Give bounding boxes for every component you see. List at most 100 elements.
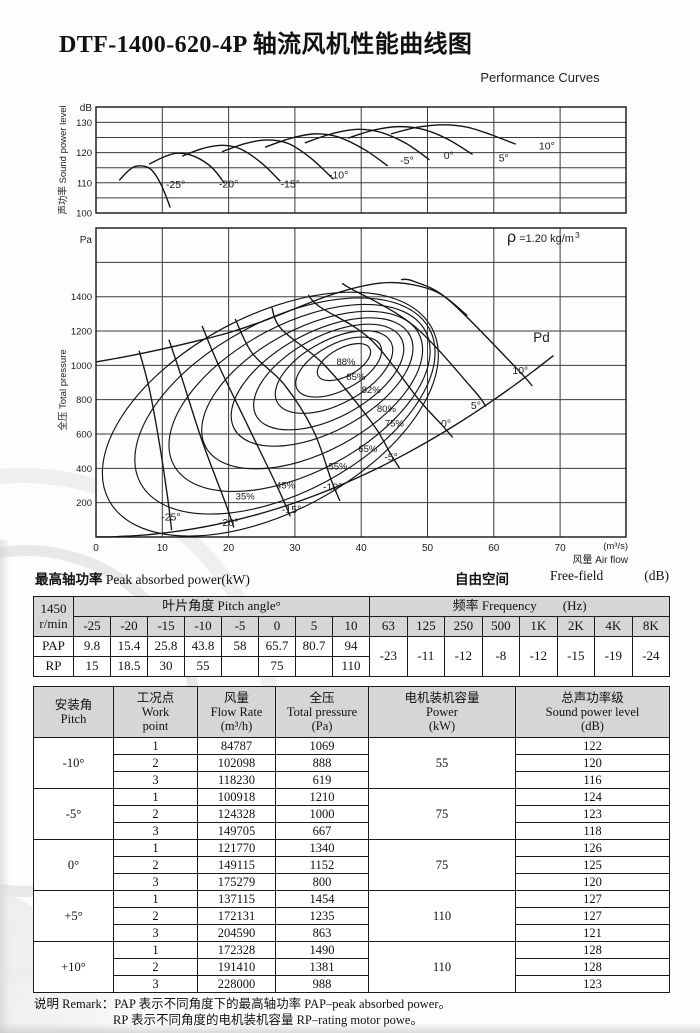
pap-value: 9.8 bbox=[73, 636, 111, 657]
frequency-value: 125 bbox=[406, 616, 446, 637]
sound-curve-label: -5° bbox=[400, 155, 414, 167]
rp-value bbox=[295, 656, 333, 677]
pitch-curve-label: 0° bbox=[441, 418, 451, 430]
sound-curve-label: -15° bbox=[281, 178, 300, 190]
work-point-cell: 2 bbox=[113, 754, 198, 772]
x-unit-label: (m³/s) bbox=[603, 541, 628, 552]
frequency-value: 1K bbox=[519, 616, 558, 637]
pitch-angle-value: 5 bbox=[295, 616, 333, 637]
row-label: RP bbox=[33, 656, 74, 677]
pitch-curve--20° bbox=[168, 339, 235, 528]
total-pressure-cell: 800 bbox=[275, 873, 369, 891]
pitch-curve-label: -5° bbox=[384, 452, 398, 464]
work-point-cell: 1 bbox=[113, 737, 198, 755]
column-header-0: 安装角 Pitch bbox=[33, 686, 114, 738]
y-tick-label: 130 bbox=[76, 118, 92, 129]
total-pressure-cell: 1340 bbox=[275, 839, 369, 857]
total-pressure-cell: 1490 bbox=[275, 941, 369, 959]
column-header-2: 风量 Flow Rate (m³/h) bbox=[197, 686, 276, 738]
pitch-cell: +10° bbox=[33, 941, 114, 993]
x-tick-label: 10 bbox=[157, 543, 169, 554]
pitch-cell: -5° bbox=[33, 788, 114, 840]
remark-prefix: 说明 Remark： bbox=[34, 997, 115, 1011]
sound-curve--10° bbox=[221, 139, 334, 180]
rp-value: 75 bbox=[258, 656, 296, 677]
efficiency-label: 82% bbox=[362, 385, 382, 396]
column-header-1: 工况点 Work point bbox=[113, 686, 198, 738]
y-axis-title: 声功率 Sound power level bbox=[57, 105, 69, 214]
flow-rate-cell: 137115 bbox=[197, 890, 276, 908]
pitch-curve-5° bbox=[341, 283, 487, 407]
work-point-cell: 1 bbox=[113, 941, 198, 959]
column-header-4: 电机装机容量 Power (kW) bbox=[368, 686, 516, 738]
total-pressure-cell: 863 bbox=[275, 924, 369, 942]
efficiency-label: 80% bbox=[377, 404, 397, 415]
frequency-value: 500 bbox=[481, 616, 521, 637]
efficiency-contour-80% bbox=[253, 323, 405, 431]
envelope-curve bbox=[95, 281, 468, 363]
sound-level-cell: 121 bbox=[515, 924, 670, 942]
pap-value: 65.7 bbox=[258, 636, 296, 657]
y-tick-label: 120 bbox=[76, 148, 92, 159]
sound-level-cell: 118 bbox=[515, 822, 670, 840]
efficiency-contour-35% bbox=[101, 291, 439, 537]
work-point-cell: 2 bbox=[113, 856, 198, 874]
total-pressure-cell: 1454 bbox=[275, 890, 369, 908]
flow-rate-cell: 121770 bbox=[197, 839, 276, 857]
flow-rate-cell: 172131 bbox=[197, 907, 276, 925]
pitch-angle-value: -5 bbox=[221, 616, 259, 637]
work-point-cell: 3 bbox=[113, 924, 198, 942]
sound-level-cell: 128 bbox=[515, 958, 670, 976]
pitch-cell: +5° bbox=[33, 890, 114, 942]
pitch-angle-value: -20 bbox=[110, 616, 148, 637]
total-pressure-cell: 1152 bbox=[275, 856, 369, 874]
peak-power-caption: 最高轴功率 Peak absorbed power(kW) bbox=[35, 568, 250, 588]
peak-power-caption-cn: 最高轴功率 bbox=[35, 572, 103, 587]
total-pressure-cell: 619 bbox=[275, 771, 369, 789]
efficiency-contour-65% bbox=[201, 310, 424, 470]
x-tick-label: 40 bbox=[356, 543, 368, 554]
pitch-curve-label: -15° bbox=[282, 504, 301, 516]
frequency-value: 250 bbox=[444, 616, 483, 637]
column-header-5: 总声功率级 Sound power level (dB) bbox=[515, 686, 670, 738]
pitch-cell: 0° bbox=[33, 839, 114, 891]
pitch-angle-value: -10 bbox=[184, 616, 222, 637]
sound-curve-5° bbox=[347, 125, 473, 156]
efficiency-contour-82% bbox=[274, 330, 394, 414]
pitch-curve-label: 5° bbox=[471, 400, 481, 412]
free-field-value: -24 bbox=[631, 636, 671, 677]
y-axis-title: 全压 Total pressure bbox=[57, 349, 69, 430]
efficiency-label: 45% bbox=[276, 481, 296, 492]
sound-level-cell: 116 bbox=[515, 771, 670, 789]
pd-curve bbox=[95, 355, 554, 538]
pap-value: 80.7 bbox=[295, 636, 333, 657]
speed-cell: 1450 r/min bbox=[33, 596, 74, 637]
sound-power-level-chart: -25° -20° -15° -10° -5° 0° 5° 10° dB 100 110 120 130… bbox=[57, 103, 627, 220]
pap-value: 94 bbox=[331, 636, 371, 657]
working-point-table: 安装角 Pitch 工况点 Work point 风量 Flow Rate (m³/h) 全压 T… bbox=[33, 686, 670, 993]
free-field-caption-cn: 自由空间 bbox=[455, 572, 509, 587]
pitch-curve-0° bbox=[307, 294, 454, 438]
pitch-cell: -10° bbox=[33, 737, 114, 789]
efficiency-label: 85% bbox=[346, 372, 366, 383]
sound-level-cell: 122 bbox=[515, 737, 670, 755]
remark-text-1: PAP 表示不同角度下的最高轴功率 PAP–peak absorbed powe… bbox=[114, 997, 452, 1011]
work-point-cell: 2 bbox=[113, 907, 198, 925]
efficiency-label: 65% bbox=[358, 444, 378, 455]
efficiency-contour-88% bbox=[316, 343, 372, 382]
rp-value: 55 bbox=[184, 656, 222, 677]
x-tick-label: 70 bbox=[555, 543, 567, 554]
frequency-value: 2K bbox=[556, 616, 596, 637]
pap-value: 15.4 bbox=[110, 636, 148, 657]
sound-level-cell: 125 bbox=[515, 856, 670, 874]
free-field-caption-unit: (dB) bbox=[644, 568, 669, 583]
y-tick-label: 800 bbox=[76, 395, 92, 406]
y-tick-label: 600 bbox=[76, 430, 92, 441]
work-point-cell: 2 bbox=[113, 958, 198, 976]
flow-rate-cell: 124328 bbox=[197, 805, 276, 823]
work-point-cell: 1 bbox=[113, 890, 198, 908]
pitch-angle-value: -25 bbox=[73, 616, 111, 637]
efficiency-contour-55% bbox=[168, 303, 431, 493]
pitch-curve--25° bbox=[138, 350, 173, 531]
